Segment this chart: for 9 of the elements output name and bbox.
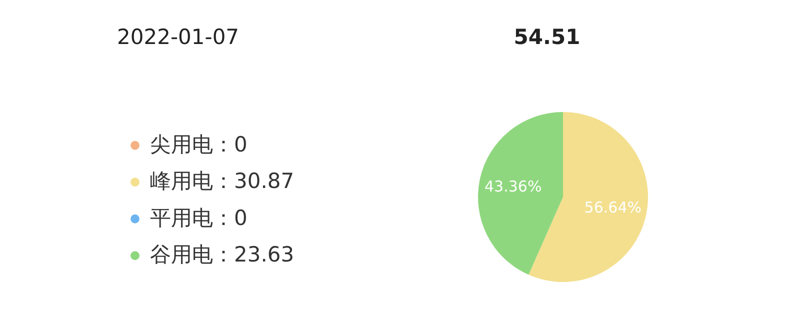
- legend-label: 尖用电：0: [150, 132, 248, 156]
- legend-label: 平用电：0: [150, 206, 248, 230]
- data-label: 56.64%: [584, 198, 642, 217]
- pie-slice: [478, 112, 563, 275]
- chart-title: 2022-01-07: [117, 25, 240, 49]
- legend-label: 峰用电：30.87: [150, 169, 294, 194]
- data-label: 43.36%: [484, 177, 542, 196]
- legend-label: 谷用电：23.63: [150, 242, 294, 267]
- chart-subtitle: 54.51: [514, 25, 580, 49]
